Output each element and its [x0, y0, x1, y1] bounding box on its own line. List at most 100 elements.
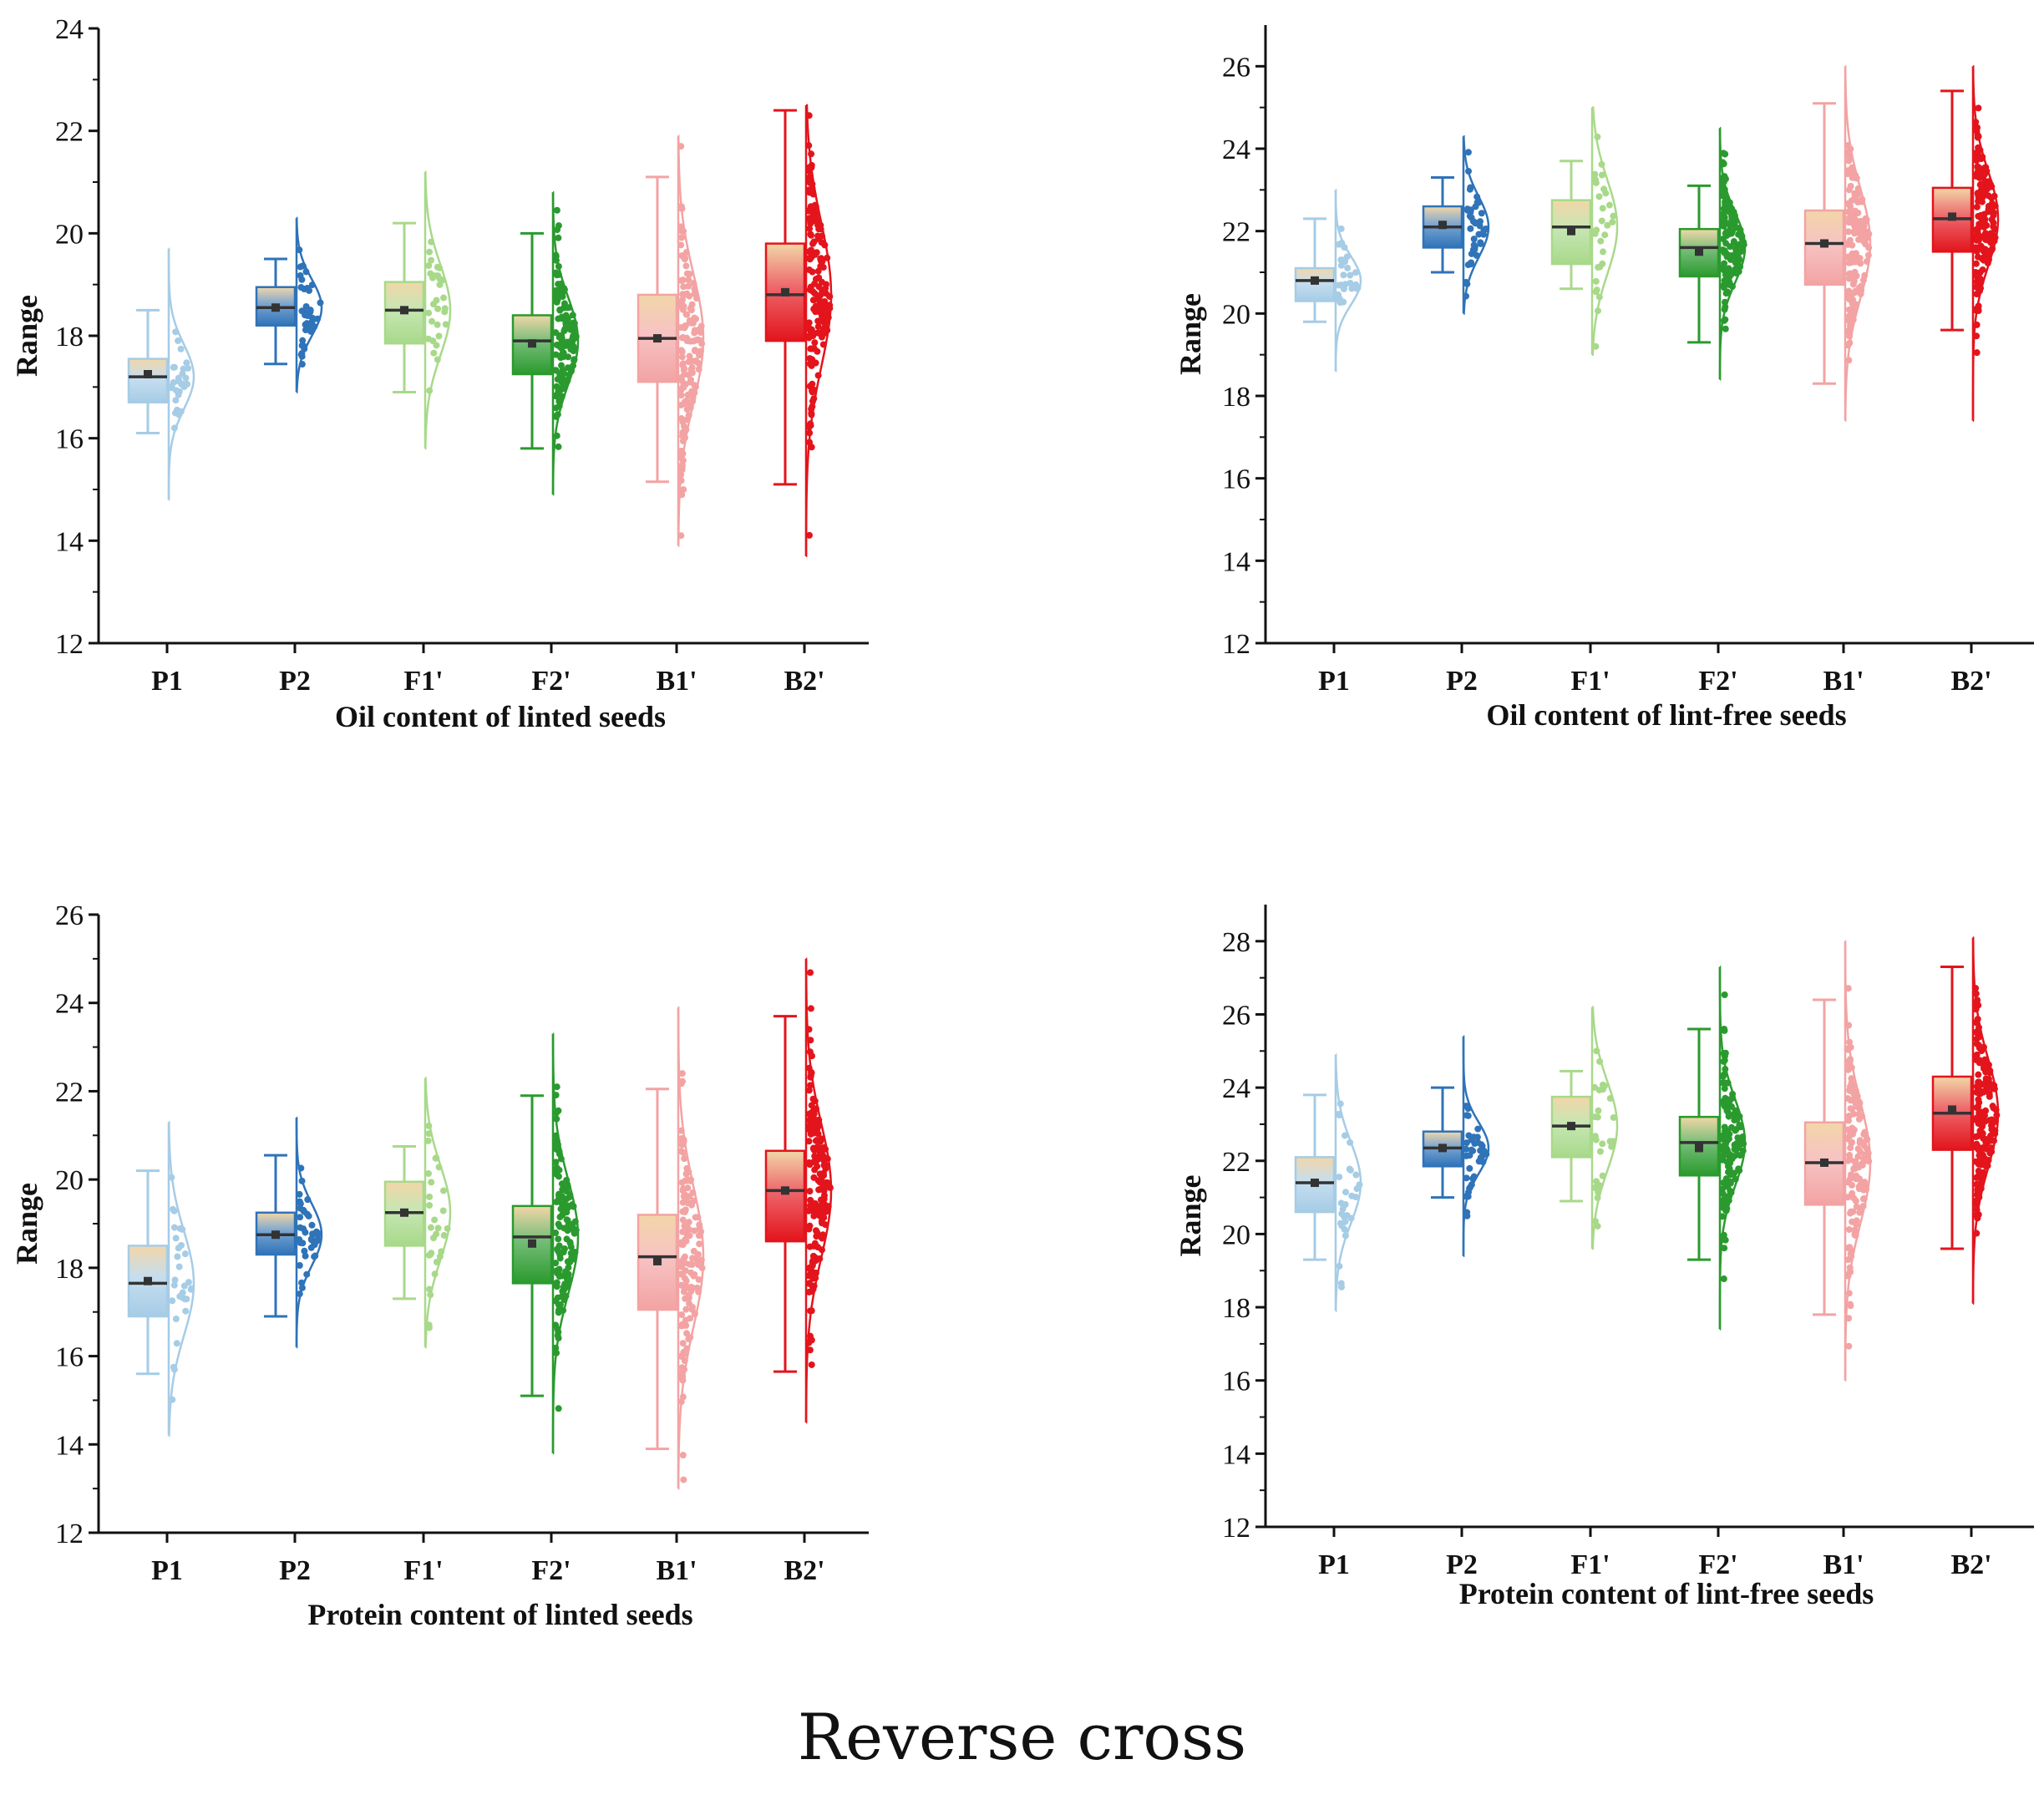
data-point	[806, 174, 814, 181]
y-tick-label: 12	[1222, 1513, 1250, 1544]
data-point	[1727, 1103, 1735, 1110]
x-tick-label: B2'	[784, 1555, 824, 1586]
data-point	[185, 1279, 192, 1286]
data-point	[302, 268, 310, 276]
data-point	[1972, 1019, 1980, 1027]
data-point	[1844, 1046, 1852, 1053]
data-point	[181, 1250, 189, 1258]
mean-marker	[528, 339, 536, 348]
data-point	[563, 1188, 571, 1195]
x-tick-label: P2	[279, 666, 311, 697]
half-violin-curve	[424, 1077, 452, 1349]
data-point	[1721, 1025, 1728, 1032]
data-point	[174, 1253, 181, 1260]
data-point	[433, 1258, 440, 1265]
data-point	[816, 1255, 824, 1263]
half-violin-curve	[168, 1121, 195, 1437]
data-point	[1853, 301, 1860, 308]
data-point	[1336, 241, 1343, 248]
data-point	[692, 1214, 699, 1221]
data-point	[1844, 328, 1852, 336]
data-point	[179, 1289, 186, 1296]
data-point	[678, 1364, 686, 1372]
data-point	[307, 1244, 315, 1251]
data-point	[677, 374, 685, 382]
data-point	[172, 1315, 180, 1322]
data-point	[435, 1164, 443, 1171]
data-point	[560, 327, 568, 335]
data-point	[809, 1260, 816, 1268]
data-point	[1726, 205, 1733, 213]
data-point	[807, 1068, 814, 1076]
data-point	[1721, 193, 1728, 200]
data-point	[1719, 1072, 1727, 1080]
y-tick-label: 12	[1222, 629, 1250, 660]
data-point	[1988, 205, 1996, 212]
data-point	[685, 1219, 692, 1226]
data-point	[686, 317, 693, 324]
data-point	[1722, 303, 1729, 311]
data-point	[175, 391, 182, 398]
data-point	[692, 383, 699, 390]
group-P1: P1	[127, 247, 195, 697]
data-point	[553, 1083, 560, 1091]
data-point	[559, 1293, 566, 1301]
group-P2: P2	[255, 216, 324, 697]
y-tick-label: 18	[55, 322, 84, 352]
data-point	[1725, 277, 1732, 285]
data-point	[553, 1279, 560, 1286]
data-point	[296, 1198, 303, 1205]
data-point	[1852, 1159, 1859, 1167]
data-point	[810, 238, 818, 246]
data-point	[1865, 231, 1873, 238]
data-point	[1845, 357, 1853, 364]
data-point	[1848, 1253, 1855, 1260]
data-point	[1595, 1189, 1602, 1196]
data-point	[555, 1265, 563, 1273]
data-point	[1609, 218, 1616, 226]
data-point	[1988, 1122, 1996, 1129]
mean-marker	[144, 1276, 152, 1285]
data-point	[306, 321, 313, 328]
data-point	[805, 1138, 813, 1145]
data-point	[805, 266, 813, 274]
data-point	[1847, 1209, 1854, 1217]
data-point	[1863, 258, 1870, 266]
data-point	[553, 432, 560, 439]
x-tick-label: F2'	[531, 1555, 571, 1586]
data-point	[1976, 1078, 1983, 1086]
data-point	[1854, 220, 1862, 227]
data-point	[814, 219, 822, 226]
data-point	[172, 1235, 180, 1242]
y-tick-label: 26	[55, 900, 84, 931]
data-point	[1727, 243, 1734, 251]
data-point	[1848, 1130, 1855, 1138]
data-point	[1726, 221, 1733, 228]
data-point	[1973, 349, 1981, 357]
data-point	[556, 1214, 564, 1221]
data-point	[1719, 1213, 1727, 1220]
data-point	[436, 281, 444, 288]
data-point	[696, 352, 703, 359]
data-point	[554, 226, 561, 234]
data-point	[678, 205, 686, 212]
data-point	[685, 371, 692, 378]
data-point	[1973, 1142, 1981, 1149]
data-point	[1845, 1315, 1853, 1322]
data-point	[1844, 985, 1852, 992]
mean-marker	[1695, 247, 1703, 256]
x-tick-label: F1'	[403, 666, 443, 697]
data-point	[680, 1476, 687, 1483]
data-point	[682, 262, 690, 270]
data-point	[691, 290, 698, 297]
data-point	[426, 248, 434, 256]
data-point	[812, 1200, 819, 1208]
data-point	[557, 280, 565, 287]
y-axis-title: Range	[10, 1183, 43, 1265]
data-point	[298, 307, 306, 315]
data-point	[1972, 985, 1980, 992]
data-point	[1477, 240, 1484, 247]
data-point	[1594, 1113, 1601, 1121]
data-point	[315, 1230, 322, 1238]
data-point	[1974, 227, 1981, 235]
